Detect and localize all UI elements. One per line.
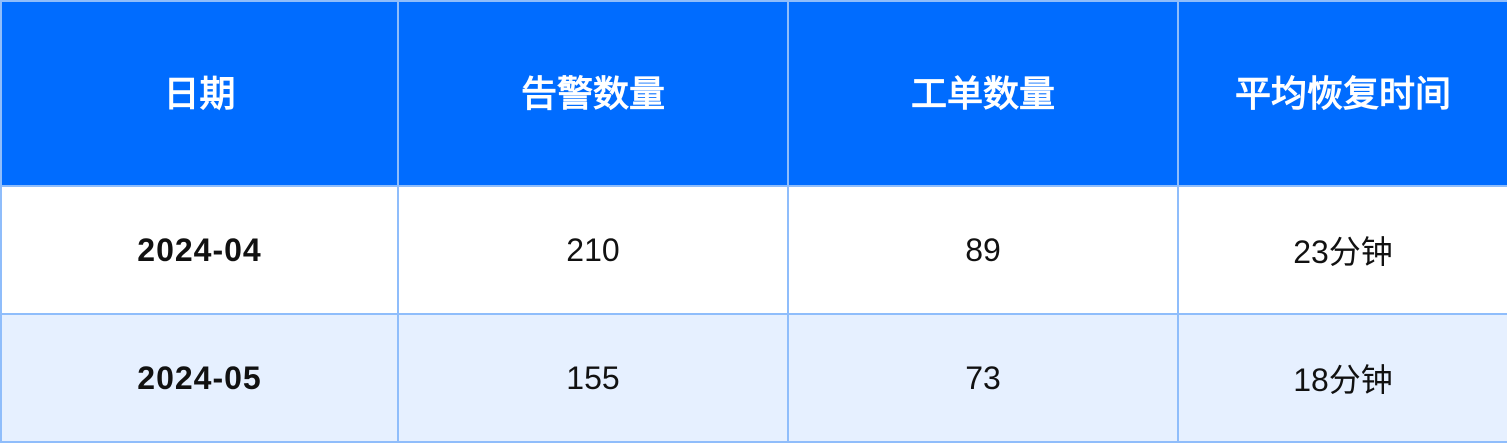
- cell-date: 2024-04: [0, 185, 399, 315]
- table-row: 2024-05 155 73 18分钟: [0, 313, 1507, 443]
- cell-ticket-count: 89: [787, 185, 1179, 315]
- cell-avg-recovery-time: 18分钟: [1177, 313, 1507, 443]
- cell-date: 2024-05: [0, 313, 399, 443]
- cell-alert-count: 210: [397, 185, 789, 315]
- cell-alert-count: 155: [397, 313, 789, 443]
- header-row: 日期 告警数量 工单数量 平均恢复时间: [0, 0, 1507, 187]
- header-avg-recovery-time: 平均恢复时间: [1177, 0, 1507, 187]
- header-ticket-count: 工单数量: [787, 0, 1179, 187]
- table-row: 2024-04 210 89 23分钟: [0, 185, 1507, 315]
- header-alert-count: 告警数量: [397, 0, 789, 187]
- cell-ticket-count: 73: [787, 313, 1179, 443]
- cell-avg-recovery-time: 23分钟: [1177, 185, 1507, 315]
- header-date: 日期: [0, 0, 399, 187]
